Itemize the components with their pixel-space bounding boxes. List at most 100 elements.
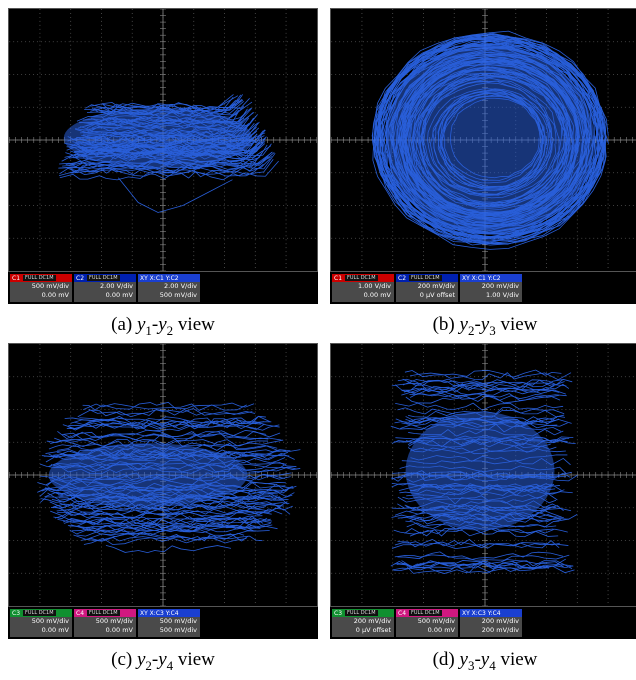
channel-header: C2FULL DC1M [74,274,136,282]
screen-graphic [331,344,636,606]
channel-offset: 0 µV offset [396,291,458,300]
channel-scale: 200 mV/div [396,282,458,291]
channel-coupling: FULL DC1M [23,610,56,616]
scope-panel: C1FULL DC1M500 mV/div0.00 mVC2FULL DC1M2… [8,8,318,308]
channel-name: C2 [398,275,406,282]
xy-x-scale: 200 mV/div [460,617,522,626]
xy-name: XY X:C3 Y:C4 [462,610,501,617]
xy-name: XY X:C3 Y:C4 [140,610,179,617]
figure: C1FULL DC1M500 mV/div0.00 mVC2FULL DC1M2… [0,0,636,680]
scope-screen [8,8,318,272]
channel-scale: 200 mV/div [332,617,394,626]
caption: (c) y2-y4 view [8,649,318,674]
xy-header: XY X:C1 Y:C2 [138,274,200,282]
caption-var: y [158,649,166,670]
xy-header: XY X:C3 Y:C4 [138,609,200,617]
channel-header: C4FULL DC1M [74,609,136,617]
channel-coupling: FULL DC1M [409,610,442,616]
caption: (b) y2-y3 view [330,314,636,339]
channel-name: C1 [334,275,342,282]
channel-box: C3FULL DC1M500 mV/div0.00 mV [10,609,72,637]
caption-suffix: view [178,649,215,670]
trace-haze [49,443,247,507]
caption-sub: 3 [489,323,496,338]
xy-y-scale: 1.00 V/div [460,291,522,300]
xy-x-scale: 2.00 V/div [138,282,200,291]
channel-scale: 500 mV/div [74,617,136,626]
caption-var: y [460,649,468,670]
screen-graphic [9,344,317,606]
channel-scale: 500 mV/div [396,617,458,626]
channel-name: C3 [334,610,342,617]
channel-box: C1FULL DC1M500 mV/div0.00 mV [10,274,72,302]
channel-name: C1 [12,275,20,282]
xy-box: XY X:C1 Y:C22.00 V/div500 mV/div [138,274,200,302]
screen-graphic [9,9,317,271]
caption: (a) y1-y2 view [8,314,318,339]
caption-sub: 4 [167,658,174,673]
scope-screen [330,343,636,607]
channel-offset: 0.00 mV [332,291,394,300]
channel-name: C2 [76,275,84,282]
caption-sub: 1 [145,323,152,338]
screen-graphic [331,9,636,271]
channel-scale: 1.00 V/div [332,282,394,291]
xy-y-scale: 500 mV/div [138,291,200,300]
scope-screen [8,343,318,607]
caption-suffix: view [500,649,537,670]
trace-haze [406,411,555,530]
channel-offset: 0.00 mV [10,291,72,300]
channel-coupling: FULL DC1M [345,610,378,616]
caption-sub: 2 [145,658,152,673]
caption-var: y [460,314,468,335]
trace-line [118,178,232,213]
scope-panel: C3FULL DC1M200 mV/div0 µV offsetC4FULL D… [330,343,636,643]
channel-box: C2FULL DC1M2.00 V/div0.00 mV [74,274,136,302]
xy-header: XY X:C3 Y:C4 [460,609,522,617]
caption-sub: 2 [468,323,475,338]
trace-line [106,545,231,552]
trace-line [83,402,254,409]
channel-box: C4FULL DC1M500 mV/div0.00 mV [396,609,458,637]
xy-box: XY X:C3 Y:C4500 mV/div500 mV/div [138,609,200,637]
xy-y-scale: 200 mV/div [460,626,522,635]
scope-screen [330,8,636,272]
channel-coupling: FULL DC1M [87,275,120,281]
caption-var: y [481,649,489,670]
caption-sub: 3 [468,658,475,673]
channel-name: C4 [76,610,84,617]
status-bar: C1FULL DC1M500 mV/div0.00 mVC2FULL DC1M2… [8,272,318,304]
caption-sub: 2 [167,323,174,338]
trace-line [397,552,562,559]
trace-line [395,541,559,548]
caption-label: (b) [433,314,455,335]
scope-panel: C1FULL DC1M1.00 V/div0.00 mVC2FULL DC1M2… [330,8,636,308]
trace-line [69,525,261,531]
caption-suffix: view [178,314,215,335]
caption-suffix: view [500,314,537,335]
xy-name: XY X:C1 Y:C2 [140,275,179,282]
caption-var: y [158,314,166,335]
channel-coupling: FULL DC1M [23,275,56,281]
channel-offset: 0.00 mV [74,291,136,300]
trace-haze [386,46,594,235]
channel-name: C4 [398,610,406,617]
xy-name: XY X:C1 Y:C2 [462,275,501,282]
channel-coupling: FULL DC1M [409,275,442,281]
channel-offset: 0 µV offset [332,626,394,635]
xy-y-scale: 500 mV/div [138,626,200,635]
channel-header: C3FULL DC1M [332,609,394,617]
channel-coupling: FULL DC1M [345,275,378,281]
